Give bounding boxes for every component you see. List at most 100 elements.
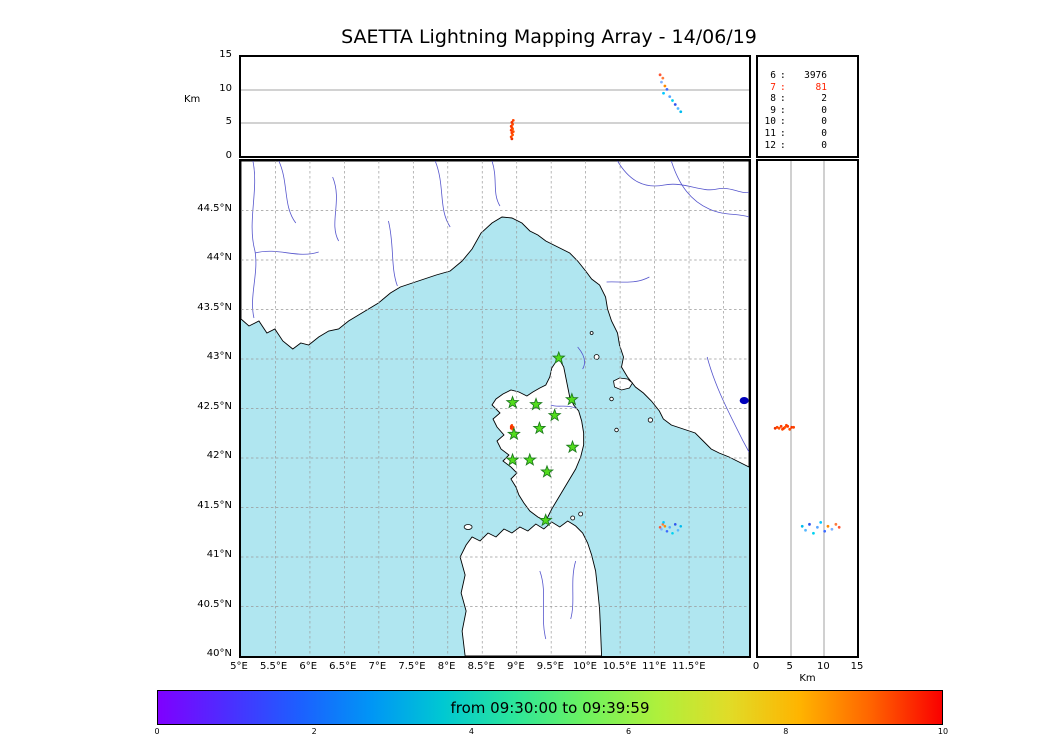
source-dot [792, 425, 796, 429]
lma-station-star [506, 426, 521, 441]
lat-tick-label: 44°N [206, 252, 232, 263]
lat-tick-label: 40.5°N [197, 598, 232, 610]
source-dot [777, 426, 781, 430]
lat-tick-label: 40°N [206, 648, 232, 659]
lma-station-star [505, 395, 520, 409]
longitude-tick-labels: 5°E 5.5°E 6°E 6.5°E 7°E 7.5°E 8°E 8.5°E 9°E 9.5°E… [230, 661, 751, 675]
island-pianosa [609, 396, 614, 402]
source-dot [660, 527, 663, 531]
lon-tick-label: 6.5°E [329, 661, 357, 672]
source-dot [808, 522, 811, 526]
lon-tick-label: 9°E [506, 661, 525, 672]
source-dot [658, 526, 662, 529]
lon-tick-label: 7.5°E [398, 661, 426, 672]
source-dot [663, 84, 667, 88]
lma-stations [505, 350, 580, 527]
km-tick-label: 15 [850, 661, 864, 672]
lma-station-star [547, 408, 562, 422]
colorbar-tick-label: 10 [937, 727, 949, 736]
top-panel-gridlines [241, 89, 749, 124]
source-dot [660, 80, 663, 84]
edge-flash-marker [739, 396, 749, 405]
source-dot [819, 520, 823, 524]
source-dot [779, 424, 783, 428]
island-elba [613, 377, 633, 391]
lat-tick-label: 44.5°N [197, 202, 232, 214]
station-count-row: 10:0 [764, 116, 827, 128]
source-dot [673, 103, 677, 106]
altitude-tick-label: 15 [219, 49, 232, 60]
island-capraia [593, 354, 600, 360]
altitude-tick-label: 0 [225, 150, 232, 161]
colorbar-tick-label: 8 [783, 727, 789, 736]
map-sources [509, 396, 749, 535]
lma-station-star [532, 420, 547, 435]
lma-station-star [551, 350, 566, 364]
colorbar-tick-label: 0 [154, 727, 160, 736]
lon-tick-label: 9.5°E [536, 661, 565, 672]
lon-tick-label: 6°E [299, 661, 318, 672]
source-dot [679, 525, 683, 528]
source-dot [837, 525, 841, 529]
source-dot [663, 525, 667, 528]
lon-tick-label: 11°E [642, 661, 667, 672]
river [251, 161, 319, 319]
lon-tick-label: 7°E [368, 661, 387, 672]
source-dot [658, 73, 662, 77]
right-panel-sources [773, 423, 841, 535]
lon-tick-label: 5.5°E [259, 661, 288, 672]
coastline-mainland [241, 161, 749, 468]
source-dot [665, 529, 669, 533]
river [332, 161, 501, 287]
lat-tick-label: 42°N [206, 450, 232, 461]
time-colorbar: from 09:30:00 to 09:39:59 [157, 690, 943, 725]
river [550, 346, 585, 409]
lma-station-star [529, 397, 543, 411]
lat-tick-label: 43.5°N [197, 301, 232, 313]
source-dot [823, 529, 827, 533]
source-dot [509, 124, 513, 128]
source-dot [665, 87, 669, 91]
station-count-row: 9:0 [770, 104, 827, 116]
source-dot [812, 531, 815, 535]
map-panel [239, 159, 751, 658]
lon-tick-label: 10°E [572, 661, 598, 672]
lon-tick-label: 5°E [230, 661, 248, 672]
latitude-tick-labels: 44.5°N 44°N 43.5°N 43°N 42.5°N 42°N 41.5°N 41°N… [152, 159, 234, 660]
source-dot [671, 99, 674, 102]
island-maddalena-1 [570, 515, 576, 521]
lat-tick-label: 42.5°N [197, 400, 232, 412]
colorbar-tick-label: 2 [311, 727, 317, 736]
source-dot [509, 135, 513, 139]
right-panel-xlabel: Km [799, 673, 816, 684]
river [606, 276, 749, 453]
lat-tick-label: 41.5°N [197, 499, 232, 511]
colorbar-tick-label: 4 [468, 727, 474, 736]
lat-tick-label: 43°N [206, 351, 232, 362]
altitude-latitude-canvas [773, 161, 841, 656]
island-asinara [463, 524, 473, 530]
coastline-sardinia [459, 520, 603, 656]
station-count-row: 8:2 [770, 93, 827, 105]
source-dot [673, 523, 677, 526]
lma-station-star [505, 452, 520, 466]
station-count-row: 12:0 [764, 139, 827, 151]
top-panel-ytick-labels: 15 10 5 0 [206, 49, 234, 161]
lon-tick-label: 8.5°E [467, 661, 495, 672]
river [539, 560, 577, 640]
figure-title: SAETTA Lightning Mapping Array - 14/06/1… [341, 26, 757, 48]
source-dot [834, 522, 838, 526]
island-gorgona [589, 331, 594, 335]
right-panel-gridlines [790, 161, 825, 656]
rivers [251, 161, 749, 640]
lat-tick-label: 41°N [206, 549, 232, 560]
lon-tick-label: 8°E [437, 661, 456, 672]
km-tick-label: 5 [786, 661, 793, 672]
right-panel-xtick-labels: 0 5 10 15 [753, 661, 864, 673]
lon-tick-label: 10.5°E [602, 661, 637, 672]
river [617, 161, 749, 218]
colorbar-label: from 09:30:00 to 09:39:59 [450, 698, 650, 717]
station-count-panel: 6:3976 7:81 8:2 9:0 10:0 11:0 12:0 [756, 55, 859, 158]
source-dot [788, 427, 792, 431]
